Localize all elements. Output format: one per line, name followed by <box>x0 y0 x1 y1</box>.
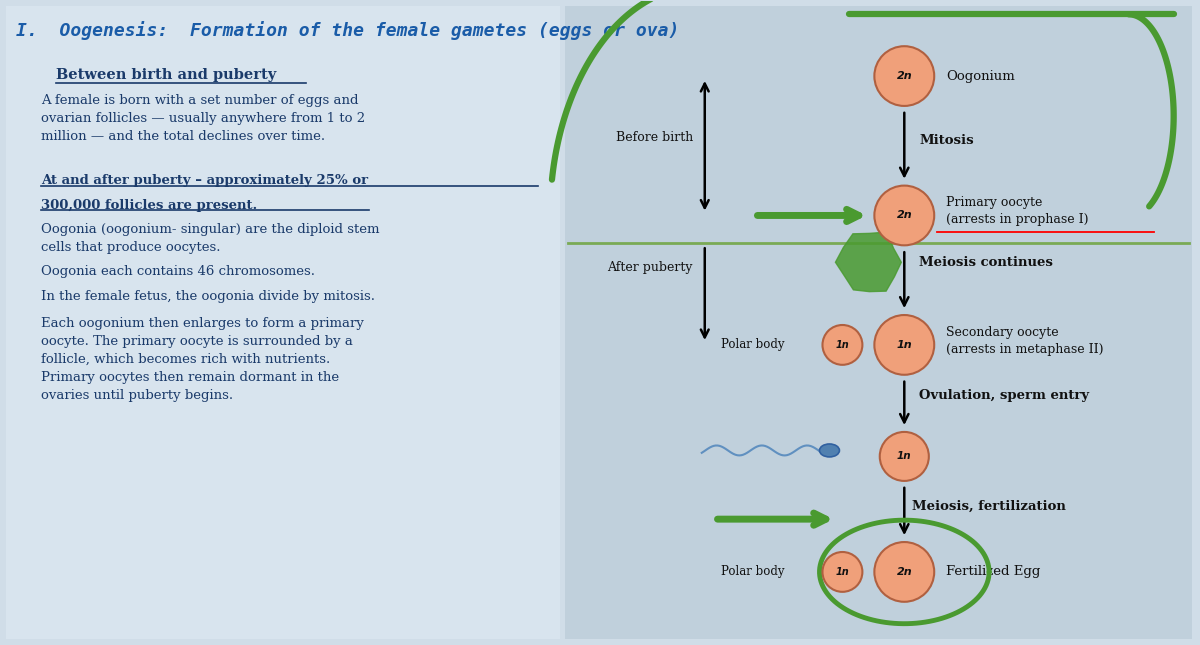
Text: 2n: 2n <box>896 210 912 221</box>
Text: Before birth: Before birth <box>617 132 694 144</box>
Text: Meiosis, fertilization: Meiosis, fertilization <box>912 500 1066 513</box>
Circle shape <box>875 186 935 245</box>
Text: After puberty: After puberty <box>607 261 692 273</box>
Bar <box>6 6 560 639</box>
Text: In the female fetus, the oogonia divide by mitosis.: In the female fetus, the oogonia divide … <box>41 290 376 303</box>
Text: Meiosis continues: Meiosis continues <box>919 256 1054 269</box>
Text: At and after puberty – approximately 25% or: At and after puberty – approximately 25%… <box>41 174 368 186</box>
Circle shape <box>822 552 863 592</box>
Text: Primary oocyte
(arrests in prophase I): Primary oocyte (arrests in prophase I) <box>946 197 1088 226</box>
Text: Oogonia (oogonium- singular) are the diploid stem
cells that produce oocytes.: Oogonia (oogonium- singular) are the dip… <box>41 223 379 254</box>
Text: 1n: 1n <box>835 567 850 577</box>
Text: 2n: 2n <box>896 71 912 81</box>
Text: Between birth and puberty: Between birth and puberty <box>56 68 276 82</box>
Text: Oogonium: Oogonium <box>946 70 1015 83</box>
Text: Oogonia each contains 46 chromosomes.: Oogonia each contains 46 chromosomes. <box>41 265 316 278</box>
Text: Polar body: Polar body <box>721 566 785 579</box>
Text: 1n: 1n <box>896 451 912 461</box>
Text: Fertilized Egg: Fertilized Egg <box>946 566 1040 579</box>
Circle shape <box>875 542 935 602</box>
Circle shape <box>875 46 935 106</box>
Text: A female is born with a set number of eggs and
ovarian follicles — usually anywh: A female is born with a set number of eg… <box>41 94 366 143</box>
Circle shape <box>880 432 929 481</box>
Text: 300,000 follicles are present.: 300,000 follicles are present. <box>41 199 258 212</box>
Circle shape <box>822 325 863 365</box>
Polygon shape <box>835 232 901 292</box>
Bar <box>565 6 1192 639</box>
Text: Polar body: Polar body <box>721 339 785 352</box>
Text: Secondary oocyte
(arrests in metaphase II): Secondary oocyte (arrests in metaphase I… <box>946 326 1104 356</box>
Text: Each oogonium then enlarges to form a primary
oocyte. The primary oocyte is surr: Each oogonium then enlarges to form a pr… <box>41 317 364 402</box>
Text: 2n: 2n <box>896 567 912 577</box>
Text: Ovulation, sperm entry: Ovulation, sperm entry <box>919 389 1090 402</box>
Text: I.  Oogenesis:  Formation of the female gametes (eggs or ova): I. Oogenesis: Formation of the female ga… <box>17 21 679 40</box>
Text: 1n: 1n <box>835 340 850 350</box>
Text: Mitosis: Mitosis <box>919 134 974 147</box>
Ellipse shape <box>820 444 840 457</box>
Circle shape <box>875 315 935 375</box>
Text: 1n: 1n <box>896 340 912 350</box>
